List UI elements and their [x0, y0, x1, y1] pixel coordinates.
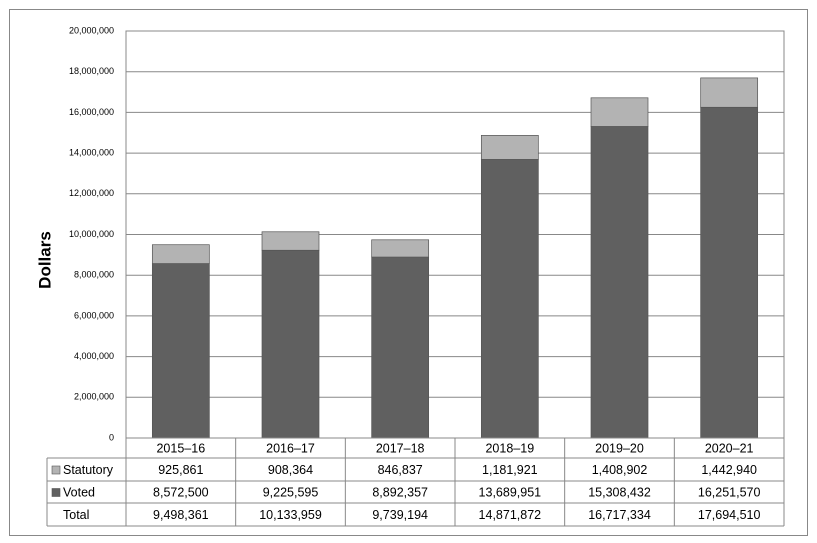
- bar-segment: [700, 77, 759, 108]
- table-cell: 1,442,940: [701, 463, 757, 477]
- bar-segment: [261, 231, 320, 251]
- y-tick-label: 4,000,000: [74, 351, 114, 361]
- bar-segment: [590, 126, 649, 439]
- y-tick-label: 10,000,000: [69, 229, 114, 239]
- table-cell: 16,251,570: [698, 485, 761, 499]
- table-cell: 1,408,902: [592, 463, 648, 477]
- table-cell: 9,225,595: [263, 485, 319, 499]
- bar-segment: [151, 263, 210, 439]
- y-tick-label: 2,000,000: [74, 392, 114, 402]
- legend-key: [51, 465, 61, 475]
- table-cell: 9,739,194: [372, 508, 428, 522]
- table-cell: 846,837: [378, 463, 423, 477]
- y-tick-label: 20,000,000: [69, 25, 114, 35]
- x-tick-label: 2017–18: [376, 441, 425, 455]
- y-tick-label: 18,000,000: [69, 66, 114, 76]
- y-tick-label: 0: [109, 432, 114, 442]
- bar-segment: [261, 249, 320, 439]
- legend-label: Voted: [63, 485, 95, 499]
- table-cell: 13,689,951: [479, 485, 542, 499]
- table-cell: 15,308,432: [588, 485, 651, 499]
- x-tick-label: 2015–16: [156, 441, 205, 455]
- x-tick-label: 2020–21: [705, 441, 754, 455]
- bar-segment: [480, 159, 539, 439]
- total-label: Total: [63, 508, 89, 522]
- table-cell: 1,181,921: [482, 463, 538, 477]
- bar-segment: [700, 106, 759, 439]
- bar-segment: [371, 256, 430, 439]
- legend-key: [51, 488, 61, 497]
- table-cell: 8,572,500: [153, 485, 209, 499]
- bar-segment: [151, 244, 210, 264]
- legend-label: Statutory: [63, 463, 114, 477]
- table-cell: 925,861: [158, 463, 203, 477]
- bar-segment: [590, 97, 649, 127]
- y-tick-label: 14,000,000: [69, 147, 114, 157]
- table-cell: 10,133,959: [259, 508, 322, 522]
- y-tick-label: 12,000,000: [69, 188, 114, 198]
- table-cell: 17,694,510: [698, 508, 761, 522]
- bar-segment: [371, 239, 430, 258]
- table-cell: 16,717,334: [588, 508, 651, 522]
- y-tick-label: 16,000,000: [69, 107, 114, 117]
- x-tick-label: 2018–19: [485, 441, 534, 455]
- y-tick-label: 6,000,000: [74, 310, 114, 320]
- bar-segment: [480, 135, 539, 160]
- table-cell: 8,892,357: [372, 485, 428, 499]
- y-tick-label: 8,000,000: [74, 270, 114, 280]
- table-cell: 14,871,872: [479, 508, 542, 522]
- y-axis-label: Dollars: [35, 231, 54, 289]
- x-tick-label: 2016–17: [266, 441, 315, 455]
- table-cell: 908,364: [268, 463, 313, 477]
- table-cell: 9,498,361: [153, 508, 209, 522]
- x-tick-label: 2019–20: [595, 441, 644, 455]
